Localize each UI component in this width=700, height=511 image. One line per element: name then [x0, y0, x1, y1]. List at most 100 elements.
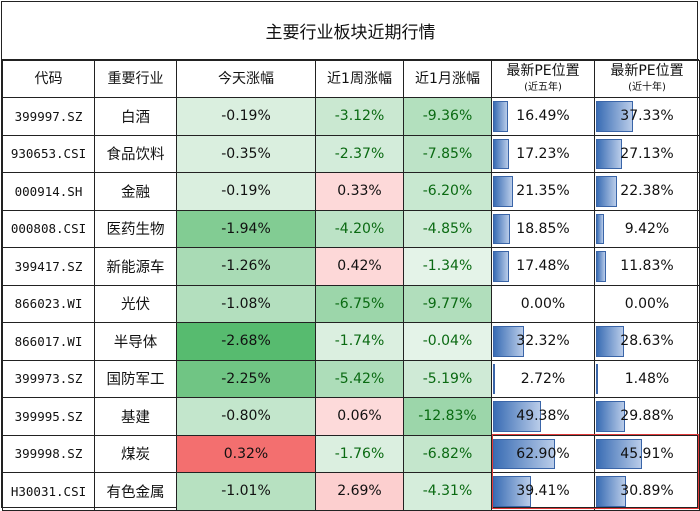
week-change-cell: -6.75% [315, 284, 404, 323]
pe-value: 28.63% [620, 333, 674, 350]
industry-cell: 金融 [94, 172, 177, 211]
pe5-position-cell: 16.49% [491, 97, 595, 136]
pe10-position-cell: 29.88% [594, 397, 700, 436]
code-cell: 866023.WI [2, 284, 95, 323]
today-change-cell: -1.26% [176, 247, 316, 286]
month-change-cell: -9.36% [403, 97, 492, 136]
pe-value: 37.33% [620, 108, 674, 125]
week-change-cell: -1.76% [315, 434, 404, 473]
pe-bar [493, 101, 508, 132]
pe-value: 49.38% [516, 408, 570, 425]
industry-cell: 有色金属 [94, 472, 177, 511]
today-change-cell: 0.32% [176, 434, 316, 473]
pe5-position-cell: 18.85% [491, 209, 595, 248]
pe10-position-cell: 22.38% [594, 172, 700, 211]
pe5-position-cell: 32.32% [491, 322, 595, 361]
week-change-cell: -4.20% [315, 209, 404, 248]
month-change-cell: -7.85% [403, 134, 492, 173]
pe5-position-cell: 0.00% [491, 284, 595, 323]
header-month: 近1月涨幅 [403, 60, 492, 98]
pe-bar [596, 363, 598, 394]
week-change-cell: 0.33% [315, 172, 404, 211]
code-cell: 866017.WI [2, 322, 95, 361]
sector-table: 代码 重要行业 今天涨幅 近1周涨幅 近1月涨幅 最新PE位置 (近五年) 最新P… [2, 60, 700, 511]
table-row: 000914.SH 金融 -0.19% 0.33% -6.20% 21.35% 22.38% [2, 172, 700, 211]
pe-bar [596, 476, 627, 507]
pe-bar [493, 138, 509, 169]
industry-cell: 国防军工 [94, 359, 177, 398]
pe10-position-cell: 37.33% [594, 97, 700, 136]
pe10-position-cell: 30.89% [594, 472, 700, 511]
table-row: H30031.CSI 有色金属 -1.01% 2.69% -4.31% 39.41% 30.… [2, 472, 700, 511]
today-change-cell: -2.68% [176, 322, 316, 361]
header-today: 今天涨幅 [176, 60, 316, 98]
header-row: 代码 重要行业 今天涨幅 近1周涨幅 近1月涨幅 最新PE位置 (近五年) 最新P… [2, 60, 700, 98]
pe-value: 18.85% [516, 220, 570, 237]
code-cell: 399997.SZ [2, 97, 95, 136]
pe-bar [493, 251, 509, 282]
pe10-position-cell: 0.00% [594, 284, 700, 323]
pe-bar [596, 401, 626, 432]
today-change-cell: -1.01% [176, 472, 316, 511]
pe-bar [493, 476, 532, 507]
table-row: 399973.SZ 国防军工 -2.25% -5.42% -5.19% 2.72% 1.48… [2, 359, 700, 398]
pe-value: 17.23% [516, 145, 570, 162]
industry-cell: 基建 [94, 397, 177, 436]
header-code: 代码 [2, 60, 95, 98]
table-row: 866017.WI 半导体 -2.68% -1.74% -0.04% 32.32% 28.6… [2, 322, 700, 361]
industry-cell: 医药生物 [94, 209, 177, 248]
code-cell: H30031.CSI [2, 472, 95, 511]
pe5-position-cell: 17.48% [491, 247, 595, 286]
pe-bar [493, 363, 495, 394]
week-change-cell: 0.06% [315, 397, 404, 436]
pe-value: 22.38% [620, 183, 674, 200]
header-pe5-sub: (近五年) [524, 81, 562, 93]
table-row: 866023.WI 光伏 -1.08% -6.75% -9.77% 0.00% 0.00% [2, 284, 700, 323]
week-change-cell: 0.42% [315, 247, 404, 286]
pe-bar [596, 438, 642, 469]
today-change-cell: -0.19% [176, 97, 316, 136]
pe5-position-cell: 49.38% [491, 397, 595, 436]
pe-bar [596, 176, 618, 207]
pe10-position-cell: 11.83% [594, 247, 700, 286]
pe-value: 1.48% [624, 370, 670, 387]
header-pe10: 最新PE位置 (近十年) [594, 60, 700, 98]
table-row: 000808.CSI 医药生物 -1.94% -4.20% -4.85% 18.85% 9.… [2, 209, 700, 248]
pe-value: 30.89% [620, 483, 674, 500]
industry-cell: 半导体 [94, 322, 177, 361]
pe-value: 32.32% [516, 333, 570, 350]
pe-value: 0.00% [520, 295, 566, 312]
pe5-position-cell: 39.41% [491, 472, 595, 511]
pe-value: 9.42% [624, 220, 670, 237]
week-change-cell: 2.69% [315, 472, 404, 511]
header-pe5: 最新PE位置 (近五年) [491, 60, 595, 98]
code-cell: 930653.CSI [2, 134, 95, 173]
table-title: 主要行业板块近期行情 [2, 2, 699, 60]
header-pe5-label: 最新PE位置 [506, 62, 580, 79]
month-change-cell: -9.77% [403, 284, 492, 323]
month-change-cell: -6.20% [403, 172, 492, 211]
pe-bar [493, 401, 542, 432]
header-industry: 重要行业 [94, 60, 177, 98]
today-change-cell: -0.35% [176, 134, 316, 173]
month-change-cell: -5.19% [403, 359, 492, 398]
table-row: 399417.SZ 新能源车 -1.26% 0.42% -1.34% 17.48% 11.8… [2, 247, 700, 286]
pe5-position-cell: 2.72% [491, 359, 595, 398]
pe10-position-cell: 9.42% [594, 209, 700, 248]
pe-value: 39.41% [516, 483, 570, 500]
industry-cell: 食品饮料 [94, 134, 177, 173]
today-change-cell: -1.08% [176, 284, 316, 323]
week-change-cell: -1.74% [315, 322, 404, 361]
pe-value: 16.49% [516, 108, 570, 125]
code-cell: 399417.SZ [2, 247, 95, 286]
industry-cell: 白酒 [94, 97, 177, 136]
pe-bar [596, 326, 624, 357]
today-change-cell: -2.25% [176, 359, 316, 398]
code-cell: 399973.SZ [2, 359, 95, 398]
pe5-position-cell: 21.35% [491, 172, 595, 211]
pe10-position-cell: 27.13% [594, 134, 700, 173]
month-change-cell: -0.04% [403, 322, 492, 361]
table-row: 399995.SZ 基建 -0.80% 0.06% -12.83% 49.38% 29.88… [2, 397, 700, 436]
code-cell: 000914.SH [2, 172, 95, 211]
